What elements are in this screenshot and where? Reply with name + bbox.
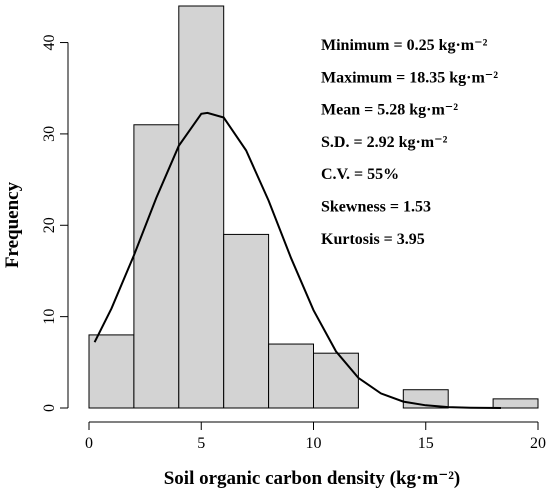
histogram-bar-0 (88, 334, 135, 409)
y-tick-label: 40 (41, 35, 58, 51)
stat-line: C.V. = 55% (321, 166, 399, 183)
x-tick-label: 15 (418, 435, 434, 452)
stat-line: Minimum = 0.25 kg·m⁻² (321, 37, 488, 54)
x-tick-label: 20 (530, 435, 546, 452)
stat-line: Mean = 5.28 kg·m⁻² (321, 102, 458, 119)
stats-block: Minimum = 0.25 kg·m⁻² Maximum = 18.35 kg·… (321, 37, 498, 248)
x-tick-label: 5 (197, 435, 205, 452)
bars-layer (88, 5, 539, 409)
stat-line: Maximum = 18.35 kg·m⁻² (321, 69, 498, 86)
histogram-bar-9 (492, 398, 539, 409)
stat-line: Kurtosis = 3.95 (321, 231, 425, 248)
x-tick-label: 0 (85, 435, 93, 452)
histogram-bar-4 (268, 343, 315, 409)
histogram-bar-5 (313, 352, 359, 409)
x-axis-title: Soil organic carbon density (kg·m⁻²) (164, 468, 461, 489)
density-curve (93, 111, 502, 409)
y-tick-label: 20 (41, 217, 58, 233)
y-tick-label: 30 (41, 126, 58, 142)
x-axis-ticks: 0 5 10 15 20 (85, 422, 546, 452)
y-axis-ticks: 0 10 20 30 40 (41, 35, 68, 412)
stat-line: S.D. = 2.92 kg·m⁻² (321, 134, 448, 151)
histogram-bar-3 (223, 233, 270, 409)
stat-line: Skewness = 1.53 (321, 199, 431, 216)
x-tick-label: 10 (306, 435, 322, 452)
histogram-bar-2 (178, 5, 225, 409)
y-axis-title: Frequency (2, 181, 23, 268)
y-tick-label: 10 (41, 309, 58, 325)
histogram-bar-1 (133, 124, 180, 409)
y-tick-label: 0 (41, 404, 58, 412)
